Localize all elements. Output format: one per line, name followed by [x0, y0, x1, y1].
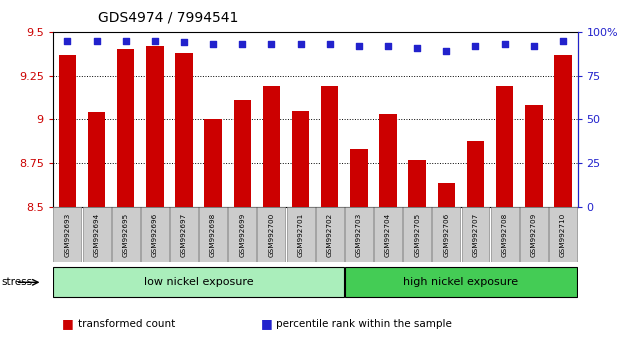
Bar — [199, 207, 227, 262]
Text: GSM992706: GSM992706 — [443, 212, 450, 257]
Bar — [432, 207, 460, 262]
Point — [471, 43, 481, 49]
Text: ■: ■ — [261, 318, 273, 330]
Point — [325, 41, 335, 47]
Text: percentile rank within the sample: percentile rank within the sample — [276, 319, 452, 329]
Bar — [258, 207, 286, 262]
Bar — [409, 160, 426, 207]
Bar — [554, 55, 572, 207]
Bar — [403, 207, 431, 262]
Bar — [315, 207, 344, 262]
Point — [354, 43, 364, 49]
Point — [529, 43, 539, 49]
Point — [296, 41, 306, 47]
Bar — [204, 119, 222, 207]
Bar — [461, 207, 489, 262]
Bar — [525, 105, 543, 207]
Text: GSM992702: GSM992702 — [327, 212, 333, 257]
Point — [62, 38, 72, 44]
Bar — [491, 207, 519, 262]
Text: GSM992710: GSM992710 — [560, 212, 566, 257]
Bar — [467, 141, 484, 207]
Text: ■: ■ — [62, 318, 74, 330]
Bar — [286, 207, 315, 262]
Bar — [496, 86, 514, 207]
Point — [442, 48, 451, 54]
Bar — [292, 111, 309, 207]
Bar — [170, 207, 198, 262]
Text: stress: stress — [1, 277, 32, 287]
Text: GSM992698: GSM992698 — [210, 212, 216, 257]
Text: GSM992697: GSM992697 — [181, 212, 187, 257]
Bar — [379, 114, 397, 207]
Bar — [141, 207, 169, 262]
Text: GSM992694: GSM992694 — [94, 212, 99, 257]
Text: GSM992695: GSM992695 — [123, 212, 129, 257]
Point — [383, 43, 393, 49]
Point — [237, 41, 247, 47]
Text: GSM992693: GSM992693 — [65, 212, 70, 257]
Bar — [146, 46, 163, 207]
Point — [179, 40, 189, 45]
Point — [266, 41, 276, 47]
Bar — [321, 86, 338, 207]
Text: high nickel exposure: high nickel exposure — [404, 277, 519, 287]
Bar — [345, 207, 373, 262]
Bar — [88, 113, 106, 207]
Text: low nickel exposure: low nickel exposure — [143, 277, 253, 287]
Bar — [263, 86, 280, 207]
Bar — [438, 183, 455, 207]
Text: GSM992705: GSM992705 — [414, 212, 420, 257]
Bar — [112, 207, 140, 262]
Bar — [549, 207, 577, 262]
Point — [208, 41, 218, 47]
Text: GSM992696: GSM992696 — [152, 212, 158, 257]
Text: GSM992707: GSM992707 — [473, 212, 479, 257]
Point — [500, 41, 510, 47]
Point — [120, 38, 130, 44]
Text: GSM992699: GSM992699 — [239, 212, 245, 257]
Bar — [345, 267, 577, 297]
Text: GSM992700: GSM992700 — [268, 212, 274, 257]
Bar — [229, 207, 256, 262]
Point — [412, 45, 422, 51]
Text: GSM992703: GSM992703 — [356, 212, 362, 257]
Text: GSM992704: GSM992704 — [385, 212, 391, 257]
Bar — [520, 207, 548, 262]
Text: GDS4974 / 7994541: GDS4974 / 7994541 — [98, 11, 238, 25]
Text: GSM992708: GSM992708 — [502, 212, 507, 257]
Bar — [53, 267, 344, 297]
Bar — [233, 100, 251, 207]
Bar — [374, 207, 402, 262]
Point — [558, 38, 568, 44]
Bar — [58, 55, 76, 207]
Bar — [53, 207, 81, 262]
Text: GSM992701: GSM992701 — [297, 212, 304, 257]
Text: GSM992709: GSM992709 — [531, 212, 537, 257]
Point — [91, 38, 101, 44]
Point — [150, 38, 160, 44]
Bar — [83, 207, 111, 262]
Text: transformed count: transformed count — [78, 319, 175, 329]
Bar — [175, 53, 193, 207]
Bar — [350, 149, 368, 207]
Bar — [117, 49, 134, 207]
